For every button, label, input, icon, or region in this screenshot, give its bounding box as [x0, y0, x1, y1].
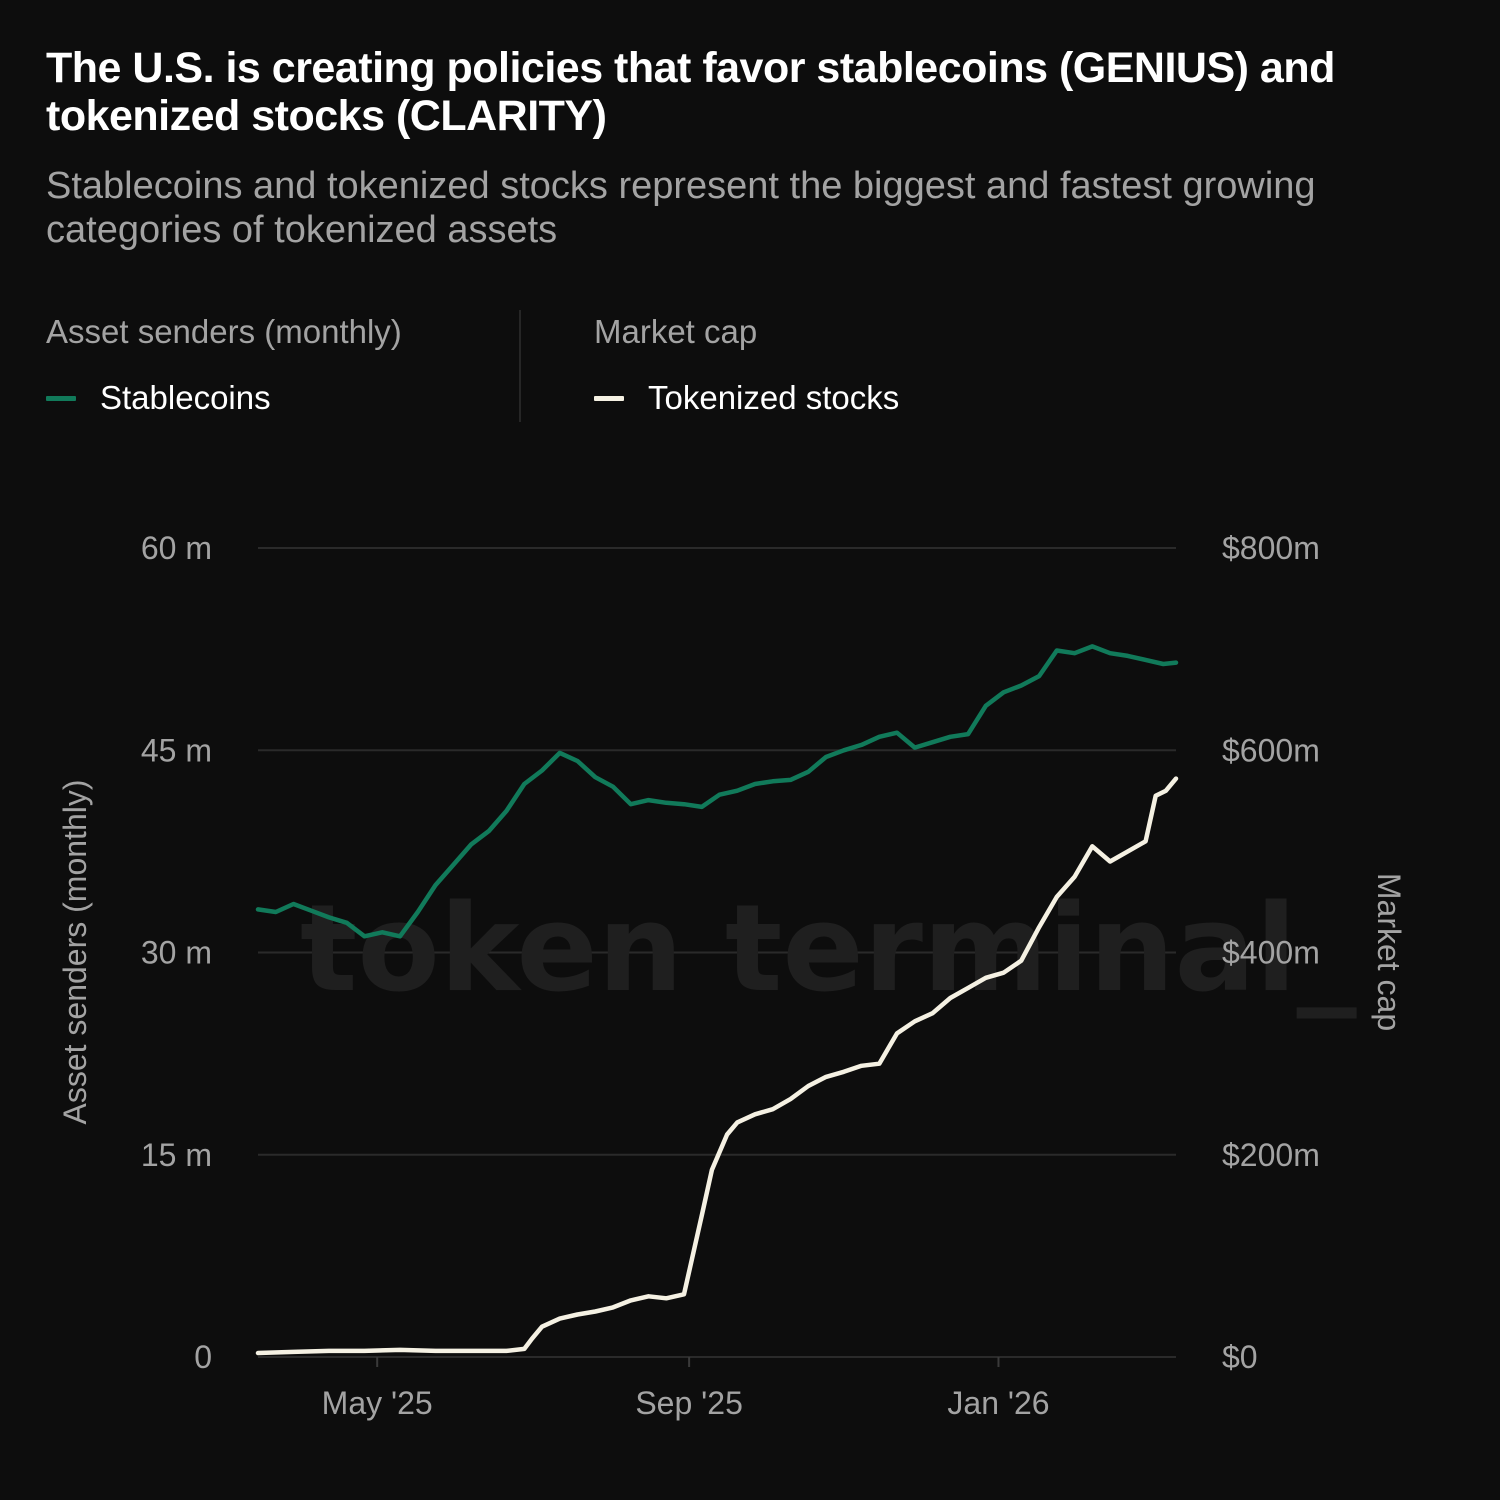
y-right-tick-label: $400m [1222, 935, 1320, 971]
legend-label-stablecoins: Stablecoins [100, 379, 271, 416]
legend-item-tokenized-stocks[interactable]: Tokenized stocks [594, 378, 899, 418]
legend-swatch-tokenized-stocks [594, 395, 624, 401]
series-line-tokenized-stocks [255, 776, 1179, 1356]
y-right-axis-title: Market cap [1371, 873, 1407, 1031]
legend-group-asset-senders: Asset senders (monthly) Stablecoins [46, 312, 402, 418]
chart-subtitle: Stablecoins and tokenized stocks represe… [46, 165, 1316, 251]
legend-item-stablecoins[interactable]: Stablecoins [46, 378, 402, 418]
y-left-tick-label: 0 [194, 1339, 212, 1375]
y-right-tick-label: $200m [1222, 1137, 1320, 1173]
legend-label-tokenized-stocks: Tokenized stocks [648, 379, 900, 416]
y-left-tick-label: 60 m [141, 530, 212, 566]
y-right-tick-label: $600m [1222, 732, 1320, 768]
y-left-axis-title: Asset senders (monthly) [57, 779, 93, 1124]
legend-heading-asset-senders: Asset senders (monthly) [46, 313, 402, 350]
y-left-tick-label: 45 m [141, 732, 212, 768]
x-tick-label: Jan '26 [947, 1385, 1049, 1421]
legend-heading-market-cap: Market cap [594, 313, 758, 350]
x-tick-label: May '25 [322, 1385, 433, 1421]
y-left-tick-label: 30 m [141, 935, 212, 971]
series-line-stablecoins [255, 644, 1179, 939]
legend-divider [519, 310, 521, 422]
y-right-tick-label: $800m [1222, 530, 1320, 566]
x-tick-label: Sep '25 [635, 1385, 743, 1421]
legend-group-market-cap: Market cap Tokenized stocks [594, 312, 899, 418]
watermark: token terminal_ [300, 880, 1357, 1019]
legend-swatch-stablecoins [46, 395, 76, 401]
y-left-tick-label: 15 m [141, 1137, 212, 1173]
chart-title: The U.S. is creating policies that favor… [46, 44, 1335, 140]
y-right-tick-label: $0 [1222, 1339, 1258, 1375]
